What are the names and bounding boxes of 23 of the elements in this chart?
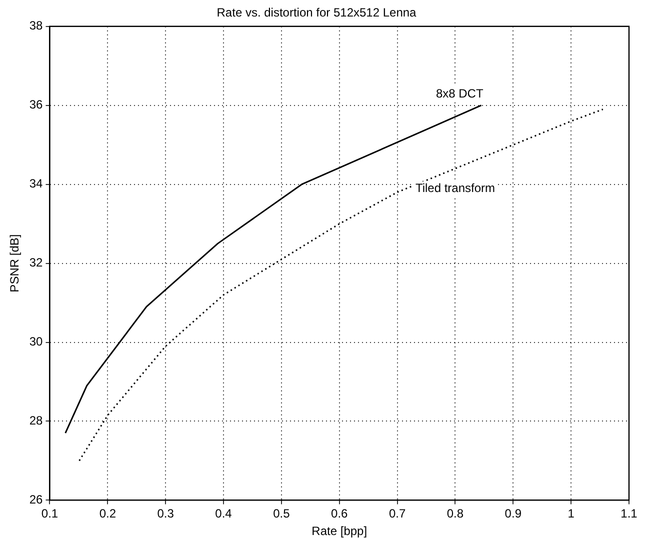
x-tick-label: 0.8 — [446, 506, 464, 521]
series-label: 8x8 DCT — [436, 86, 484, 101]
x-tick-label: 0.4 — [215, 506, 232, 521]
x-tick-label: 0.7 — [388, 506, 406, 521]
x-tick-label: 0.2 — [99, 506, 116, 521]
y-axis-title: PSNR [dB] — [8, 234, 22, 292]
y-tick-label: 38 — [29, 18, 44, 33]
y-tick-label: 26 — [29, 492, 44, 507]
x-tick-label: 1.1 — [620, 506, 638, 521]
series-label: Tiled transform — [415, 180, 496, 195]
y-tick-label: 36 — [29, 98, 44, 112]
x-tick-label: 0.9 — [504, 506, 522, 521]
x-tick-label: 0.6 — [331, 506, 348, 521]
y-tick-label: 28 — [29, 414, 44, 428]
x-axis-title: Rate [bpp] — [312, 524, 368, 538]
y-tick-label: 32 — [29, 256, 44, 270]
chart-title: Rate vs. distortion for 512x512 Lenna — [216, 6, 417, 20]
x-tick-label: 0.5 — [273, 506, 290, 521]
x-tick-label: 1 — [568, 506, 575, 521]
x-tick-label: 0.3 — [157, 506, 174, 521]
y-tick-label: 30 — [29, 334, 44, 349]
x-tick-label: 0.1 — [41, 506, 58, 521]
y-tick-label: 34 — [29, 176, 44, 191]
